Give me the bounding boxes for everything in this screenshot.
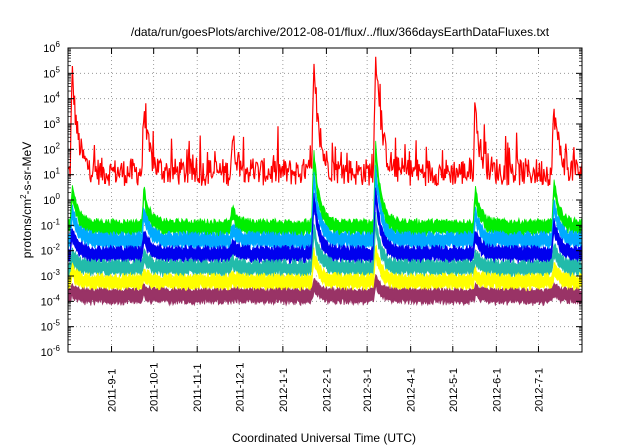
y-tick-label: 10-2 [41,243,61,258]
y-tick-label: 103 [43,116,60,131]
x-tick-label: 2012-4-1 [406,368,418,412]
y-tick-label: 10-4 [41,293,61,308]
y-tick-label: 10-6 [41,344,61,359]
x-tick-label: 2012-1-1 [278,368,290,412]
x-tick-label: 2012-7-1 [533,368,545,412]
y-tick-label: 104 [43,91,60,106]
x-tick-label: 2012-3-1 [362,368,374,412]
x-tick-label: 2012-5-1 [448,368,460,412]
series-line-0 [67,56,583,187]
y-tick-label: 105 [43,65,60,80]
y-axis-title-sup: 2 [19,194,28,199]
x-tick-label: 2011-12-1 [234,363,246,412]
y-tick-label: 10-1 [41,217,61,232]
y-axis-title: protons/cm2-s-sr-MeV [19,142,34,258]
chart-title: /data/run/goesPlots/archive/2012-08-01/f… [131,25,550,39]
y-tick-label: 10-5 [41,319,61,334]
y-axis-title-rest: -s-sr-MeV [20,142,34,195]
x-axis: 2011-9-1 2011-10-1 2011-11-1 2011-12-1 2012-… [107,48,545,412]
y-tick-label: 102 [43,141,60,156]
series-layer [67,56,583,307]
y-axis-title-base: protons/cm [20,199,34,258]
x-tick-label: 2011-11-1 [192,363,204,412]
y-tick-label: 100 [43,192,60,207]
y-axis: 10-6 10-5 10-4 10-3 10-2 10-1 100 101 102 103 104 1… [41,40,582,359]
x-tick-label: 2012-2-1 [321,368,333,412]
x-tick-label: 2011-10-1 [149,363,161,412]
x-axis-title: Coordinated Universal Time (UTC) [232,431,416,445]
y-tick-label: 10-3 [41,268,61,283]
x-tick-label: 2012-6-1 [491,368,503,412]
y-tick-label: 101 [43,167,60,182]
y-tick-label: 106 [43,40,60,55]
x-tick-label: 2011-9-1 [107,369,119,412]
